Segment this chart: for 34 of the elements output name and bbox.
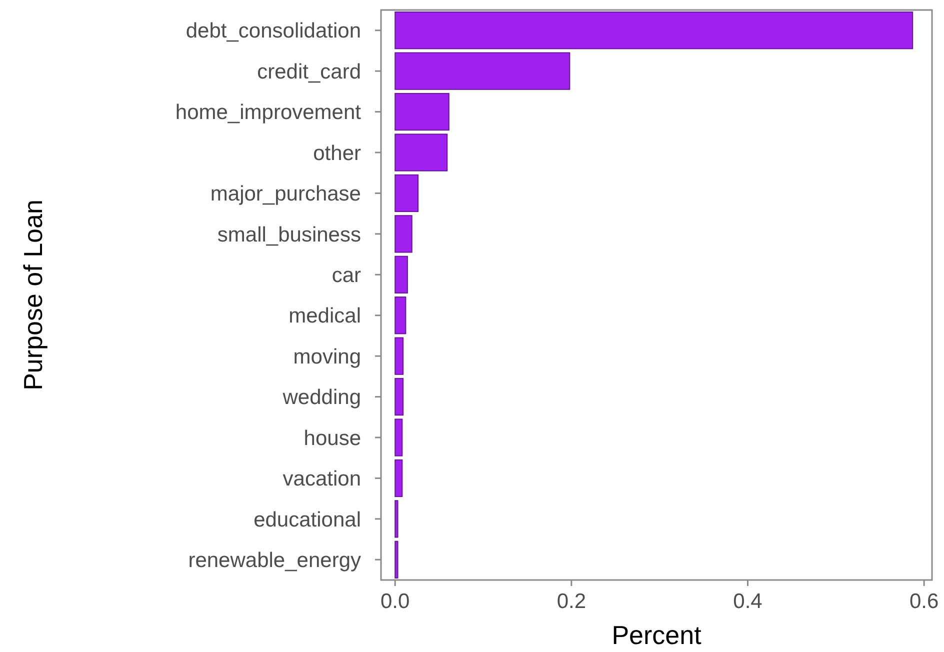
- bar: [394, 52, 570, 90]
- bar: [394, 540, 398, 578]
- y-tick-label: wedding: [282, 386, 361, 410]
- y-axis-title: Purpose of Loan: [18, 200, 48, 390]
- bar: [394, 215, 412, 253]
- bar: [394, 418, 403, 456]
- y-tick-label: credit_card: [257, 60, 361, 84]
- bar: [394, 92, 450, 131]
- bar: [394, 459, 403, 498]
- y-tick-label: vacation: [282, 468, 361, 491]
- bar: [394, 256, 408, 294]
- x-tick-label: 0.6: [909, 590, 939, 613]
- bar: [394, 12, 914, 50]
- y-tick-label: educational: [254, 508, 361, 532]
- y-tick-label: medical: [288, 304, 361, 328]
- y-tick-label: moving: [293, 345, 361, 368]
- bar: [394, 500, 398, 538]
- y-tick-label: major_purchase: [210, 182, 361, 206]
- x-axis-title: Percent: [612, 620, 702, 650]
- bar: [394, 378, 404, 416]
- y-tick-label: other: [313, 142, 361, 165]
- x-tick-label: 0.0: [380, 590, 410, 613]
- y-tick-label: debt_consolidation: [186, 20, 361, 43]
- y-tick-label: home_improvement: [175, 101, 362, 124]
- y-tick-label: small_business: [217, 223, 361, 246]
- bar: [394, 174, 419, 212]
- y-tick-label: renewable_energy: [188, 548, 362, 572]
- y-tick-label: house: [304, 426, 361, 450]
- y-tick-label: car: [332, 264, 361, 287]
- x-tick-label: 0.2: [556, 590, 586, 613]
- x-tick-label: 0.4: [733, 590, 763, 613]
- bar: [394, 337, 404, 375]
- bar: [394, 296, 406, 334]
- bar: [394, 134, 448, 172]
